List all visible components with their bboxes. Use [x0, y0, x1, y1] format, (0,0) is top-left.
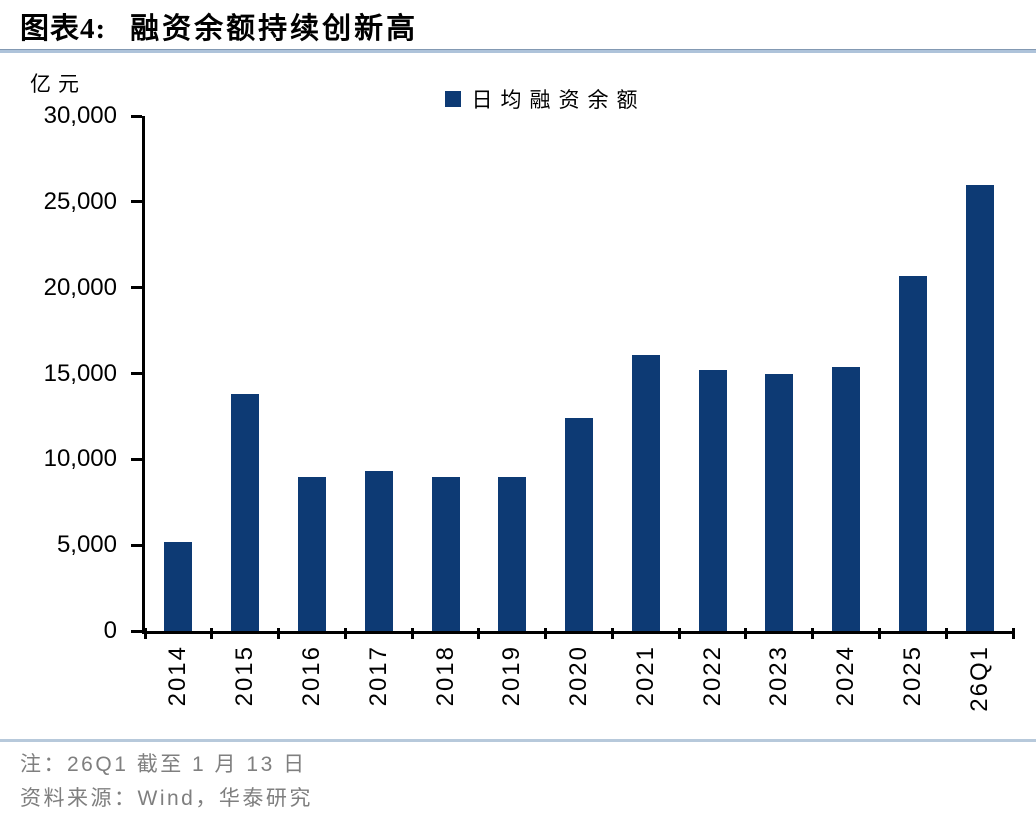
- bar-2014: [164, 541, 193, 631]
- x-axis-label-2023: 2023: [765, 645, 793, 707]
- bar-2015: [231, 394, 260, 631]
- x-axis-tick: [477, 628, 481, 639]
- bar-2016: [297, 476, 326, 631]
- footer-divider: [0, 739, 1036, 742]
- chart-title-text: 融资余额持续创新高: [130, 13, 419, 45]
- y-axis-label: 5,000: [56, 531, 117, 559]
- bar-2018: [431, 476, 460, 631]
- y-axis-unit-label: 亿元: [30, 72, 86, 96]
- x-axis-label-2022: 2022: [698, 645, 726, 707]
- y-axis-tick: [131, 629, 142, 633]
- x-axis-tick: [143, 628, 147, 639]
- x-axis-tick: [878, 628, 881, 639]
- x-axis-tick: [277, 628, 280, 639]
- y-axis-label: 15,000: [43, 359, 117, 387]
- bar-2019: [498, 476, 527, 631]
- x-axis-tick: [210, 628, 214, 639]
- chart-note: 注：26Q1 截至 1 月 13 日: [20, 753, 307, 776]
- x-axis-tick: [343, 628, 347, 639]
- y-axis-tick: [131, 543, 142, 547]
- x-axis-label-26Q1: 26Q1: [965, 645, 993, 712]
- x-axis-label-2021: 2021: [631, 645, 659, 707]
- legend-label: 日均融资余额: [471, 88, 646, 112]
- x-axis-tick: [944, 628, 948, 639]
- bar-26Q1: [965, 184, 994, 631]
- y-axis-tick: [131, 200, 142, 204]
- plot-area: 2014 2015 2016 2017 2018 2019 2020 2021 2022 2023…: [131, 114, 1015, 712]
- chart-title-prefix: 图表4:: [20, 13, 107, 45]
- x-axis-label-2016: 2016: [297, 645, 325, 707]
- x-axis-label-2025: 2025: [898, 645, 926, 707]
- x-axis-tick: [744, 628, 748, 639]
- y-axis-tick: [131, 286, 142, 290]
- chart-title: 图表4: 融资余额持续创新高: [20, 5, 418, 47]
- x-axis-tick: [410, 628, 414, 639]
- x-axis-label-2014: 2014: [164, 645, 192, 707]
- x-axis-tick: [544, 628, 548, 639]
- y-axis-label: 0: [103, 617, 117, 644]
- x-axis-label-2015: 2015: [231, 645, 259, 707]
- y-axis-tick: [131, 114, 142, 118]
- legend-swatch-icon: [444, 91, 461, 107]
- x-axis-tick: [1011, 628, 1015, 639]
- bar-2020: [565, 418, 593, 631]
- bar-2021: [631, 354, 660, 631]
- title-divider: [0, 49, 1036, 53]
- chart-legend: 日均融资余额: [27, 84, 1036, 114]
- x-axis-tick: [677, 628, 681, 639]
- y-axis-tick: [131, 372, 142, 375]
- x-axis-tick: [811, 628, 815, 639]
- y-axis-tick: [131, 457, 142, 461]
- bar-2024: [832, 366, 861, 631]
- x-axis-label-2019: 2019: [498, 645, 526, 707]
- x-axis-label-2017: 2017: [364, 645, 392, 707]
- y-axis-labels: 0 5,000 10,000 15,000 20,000 25,000 30,000: [0, 102, 124, 644]
- y-axis-label: 30,000: [43, 102, 117, 129]
- x-axis-tick: [610, 628, 614, 639]
- y-axis-label: 25,000: [43, 187, 117, 215]
- bar-2023: [765, 373, 794, 631]
- y-axis-label: 10,000: [43, 445, 117, 473]
- bar-2025: [898, 275, 927, 631]
- x-axis-label-2018: 2018: [431, 645, 459, 707]
- x-axis-label-2020: 2020: [565, 645, 592, 707]
- chart-source: 资料来源：Wind，华泰研究: [20, 787, 313, 810]
- y-axis-label: 20,000: [43, 273, 117, 301]
- bar-2017: [364, 471, 393, 631]
- bar-2022: [698, 370, 727, 631]
- x-axis-label-2024: 2024: [832, 645, 860, 707]
